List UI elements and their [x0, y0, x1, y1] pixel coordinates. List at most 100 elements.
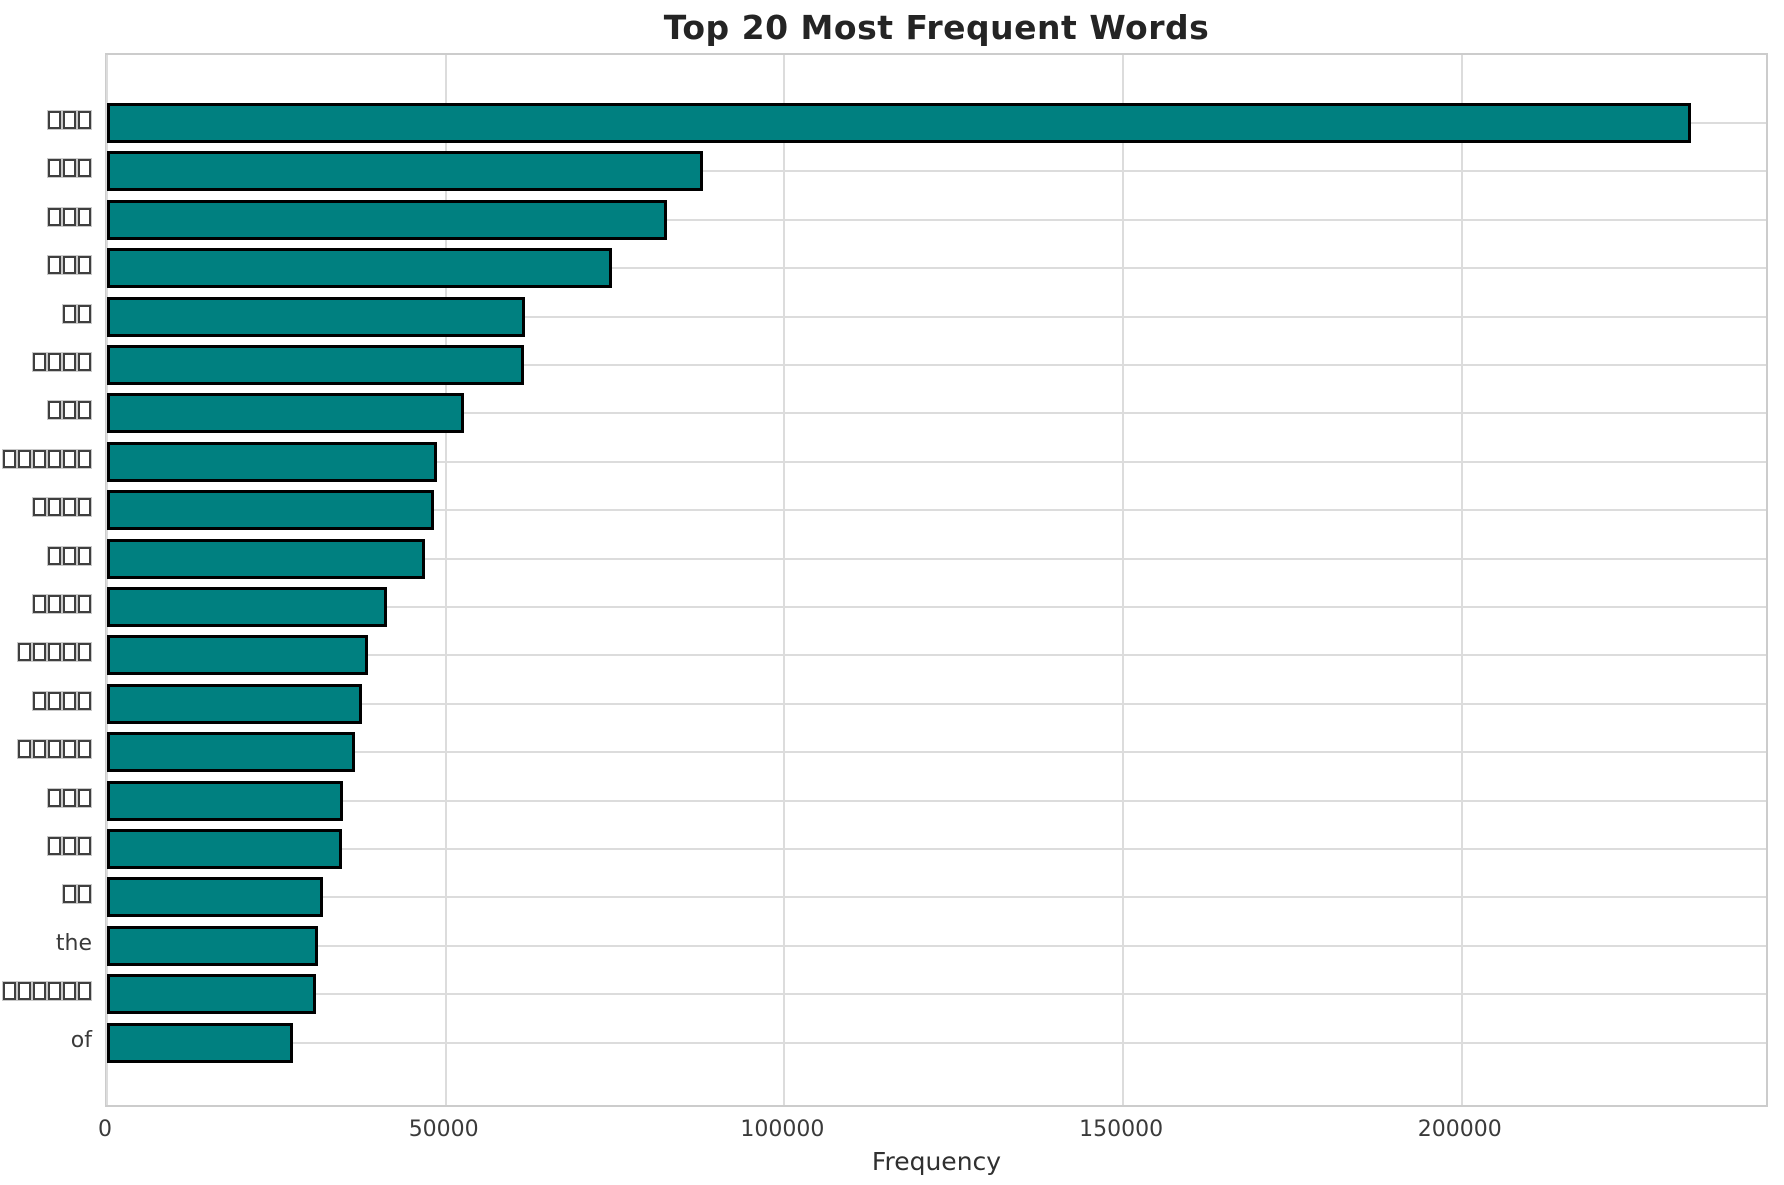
- bar: [107, 683, 362, 724]
- missing-glyph-box: [48, 498, 61, 517]
- bar: [107, 780, 343, 821]
- y-tick-label: [0, 351, 92, 375]
- bar: [107, 103, 1692, 143]
- y-tick-label: [0, 303, 92, 327]
- missing-glyph-box: [63, 643, 76, 662]
- missing-glyph-box: [48, 982, 61, 1001]
- y-gridline: [107, 848, 1766, 850]
- x-gridline: [1122, 55, 1125, 1105]
- y-tick-label: [0, 448, 92, 472]
- x-gridline: [106, 55, 108, 1105]
- y-tick-label: [0, 641, 92, 665]
- missing-glyph-box: [78, 498, 91, 517]
- missing-glyph-box: [48, 546, 61, 565]
- y-tick-label: [0, 690, 92, 714]
- missing-glyph-box: [63, 788, 76, 807]
- x-axis-title: Frequency: [871, 1147, 1002, 1176]
- missing-glyph-box: [63, 546, 76, 565]
- y-gridline: [107, 702, 1766, 705]
- missing-glyph-box: [48, 207, 61, 226]
- bar: [107, 441, 437, 482]
- missing-glyph-box: [48, 159, 61, 178]
- missing-glyph-box: [33, 691, 46, 710]
- missing-glyph-box: [48, 691, 61, 710]
- missing-glyph-box: [33, 449, 46, 468]
- chart-title: Top 20 Most Frequent Words: [663, 8, 1210, 47]
- y-tick-label: [0, 883, 92, 907]
- y-gridline: [107, 606, 1766, 608]
- missing-glyph-box: [3, 982, 16, 1001]
- x-tick-label: 50000: [408, 1117, 479, 1142]
- missing-glyph-box: [18, 643, 31, 662]
- missing-glyph-box: [33, 353, 46, 371]
- plot-area: [105, 53, 1768, 1107]
- bar: [107, 199, 668, 240]
- missing-glyph-box: [63, 304, 76, 323]
- missing-glyph-box: [78, 449, 91, 468]
- missing-glyph-box: [33, 643, 46, 662]
- missing-glyph-box: [48, 401, 61, 420]
- bar: [107, 974, 316, 1015]
- missing-glyph-box: [18, 449, 31, 468]
- missing-glyph-box: [63, 159, 76, 178]
- y-gridline: [107, 218, 1766, 221]
- missing-glyph-box: [48, 740, 61, 759]
- missing-glyph-box: [48, 111, 61, 129]
- missing-glyph-box: [63, 595, 76, 613]
- missing-glyph-box: [63, 449, 76, 468]
- y-gridline: [107, 896, 1766, 899]
- missing-glyph-box: [63, 837, 76, 855]
- y-tick-label: [0, 399, 92, 423]
- y-tick-label: [0, 787, 92, 811]
- y-axis-labels: the of: [0, 0, 92, 1185]
- missing-glyph-box: [33, 982, 46, 1001]
- x-tick-label: 100000: [740, 1117, 825, 1142]
- missing-glyph-box: [78, 159, 91, 178]
- y-gridline: [107, 509, 1766, 512]
- x-gridline: [783, 55, 786, 1105]
- y-tick-label: [0, 254, 92, 278]
- missing-glyph-box: [3, 449, 16, 468]
- y-tick-label: [0, 496, 92, 520]
- x-tick-label: 200000: [1417, 1117, 1502, 1142]
- bar: [107, 538, 426, 579]
- y-gridline: [107, 364, 1766, 366]
- missing-glyph-box: [63, 256, 76, 275]
- missing-glyph-box: [78, 595, 91, 613]
- y-tick-label: [0, 545, 92, 569]
- missing-glyph-box: [78, 256, 91, 275]
- y-gridline: [107, 557, 1766, 560]
- y-gridline: [107, 267, 1766, 270]
- y-gridline: [107, 751, 1766, 754]
- missing-glyph-box: [63, 982, 76, 1001]
- missing-glyph-box: [63, 885, 76, 904]
- missing-glyph-box: [48, 595, 61, 613]
- y-gridline: [107, 1041, 1766, 1044]
- missing-glyph-box: [48, 788, 61, 807]
- y-gridline: [107, 315, 1766, 318]
- bar: [107, 151, 704, 192]
- bar: [107, 829, 343, 869]
- missing-glyph-box: [78, 740, 91, 759]
- bar: [107, 393, 464, 434]
- missing-glyph-box: [78, 982, 91, 1001]
- missing-glyph-box: [18, 982, 31, 1001]
- y-gridline: [107, 170, 1766, 173]
- y-tick-label: [0, 738, 92, 762]
- x-tick-label: 150000: [1079, 1117, 1164, 1142]
- y-tick-label: [0, 980, 92, 1004]
- y-tick-label: [0, 157, 92, 181]
- missing-glyph-box: [78, 353, 91, 371]
- missing-glyph-box: [63, 111, 76, 129]
- missing-glyph-box: [78, 207, 91, 226]
- x-gridline: [1460, 55, 1463, 1105]
- missing-glyph-box: [78, 837, 91, 855]
- missing-glyph-box: [63, 740, 76, 759]
- bar: [107, 345, 524, 385]
- y-tick-label: the: [55, 930, 92, 956]
- bar: [107, 1022, 293, 1063]
- bar: [107, 587, 388, 627]
- y-tick-label: [0, 109, 92, 133]
- bar: [107, 248, 612, 289]
